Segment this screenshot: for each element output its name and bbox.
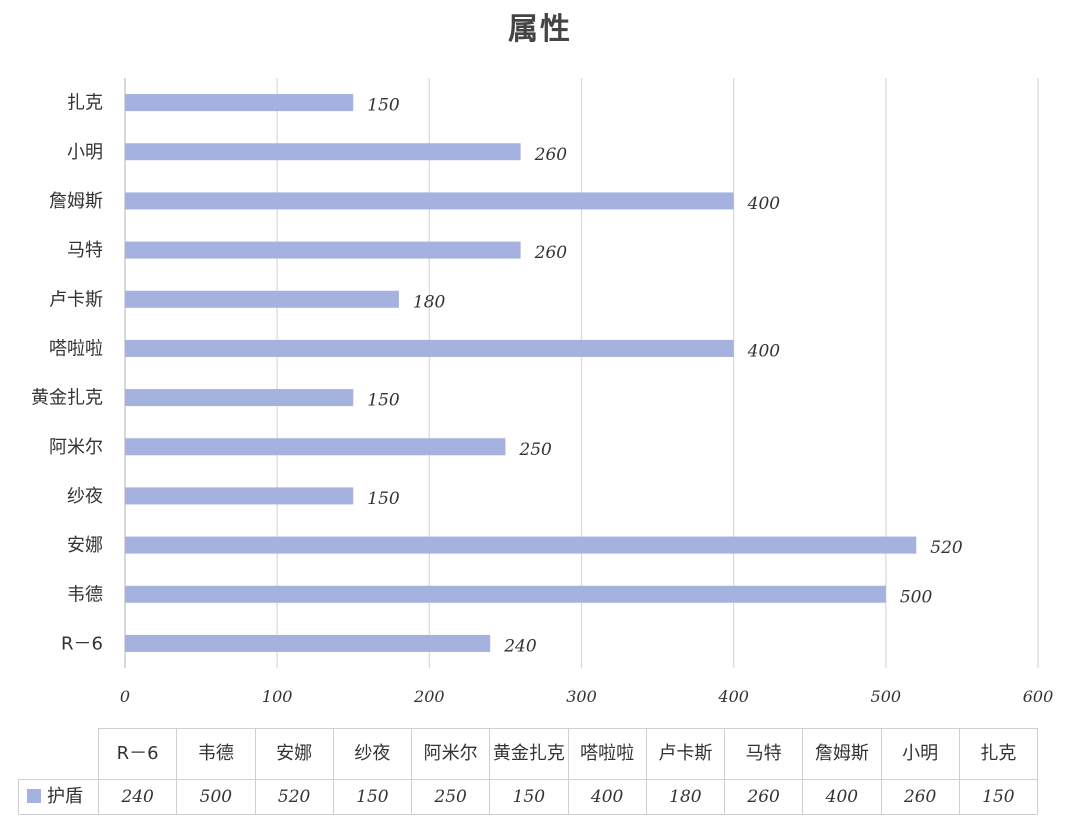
- table-category-cell: 安娜: [254, 728, 334, 780]
- data-label: 150: [367, 96, 400, 116]
- table-value-cell: 150: [958, 779, 1039, 815]
- bars: [125, 94, 917, 652]
- data-label: 500: [900, 587, 933, 607]
- table-category-cell: 韦德: [176, 728, 256, 780]
- table-value-cell: 520: [254, 779, 334, 815]
- data-label: 400: [747, 194, 781, 214]
- gridlines: [124, 78, 1039, 668]
- y-category-label: 小明: [67, 142, 103, 163]
- table-category-cell: R－6: [97, 728, 178, 780]
- y-category-label: 詹姆斯: [49, 191, 103, 212]
- y-category-label: 马特: [67, 240, 103, 261]
- table-category-cell: 嗒啦啦: [567, 728, 647, 780]
- x-tick-label: 0: [120, 687, 130, 706]
- data-label: 250: [518, 440, 552, 460]
- bar: [125, 192, 734, 210]
- x-tick-label: 200: [413, 687, 445, 706]
- data-label: 260: [534, 243, 568, 263]
- x-tick-label: 300: [566, 687, 597, 706]
- y-category-label: 卢卡斯: [49, 289, 103, 310]
- table-value-cell: 150: [489, 779, 569, 815]
- x-tick-label: 600: [1023, 687, 1054, 706]
- data-label: 150: [367, 489, 400, 509]
- x-tick-label: 400: [717, 687, 749, 706]
- table-category-cell: 纱夜: [332, 728, 413, 780]
- y-category-label: R－6: [61, 633, 103, 654]
- data-table-header-row: R－6 韦德 安娜 纱夜 阿米尔 黄金扎克 嗒啦啦 卢卡斯 马特 詹姆斯 小明 扎克: [18, 728, 1039, 780]
- data-label: 520: [930, 538, 963, 558]
- data-table-series-row: 护盾 240 500 520 150 250 150 400 180 260 400 260 150: [18, 779, 1039, 815]
- bar: [125, 143, 521, 161]
- y-category-label: 嗒啦啦: [49, 338, 103, 359]
- table-value-cell: 180: [645, 779, 726, 815]
- y-category-label: 阿米尔: [49, 437, 103, 458]
- table-value-cell: 250: [410, 779, 491, 815]
- chart-title: 属性: [508, 12, 572, 47]
- x-tick-label: 100: [262, 687, 293, 706]
- table-value-cell: 240: [97, 779, 178, 815]
- table-value-cell: 400: [567, 779, 647, 815]
- table-category-cell: 詹姆斯: [802, 728, 882, 780]
- y-category-label: 扎克: [67, 93, 103, 114]
- data-label: 150: [367, 391, 400, 411]
- table-category-cell: 黄金扎克: [489, 728, 569, 780]
- bar: [125, 487, 354, 505]
- labels: 0 100 200 300 400 500 600 R－6 240 韦德 500 安娜 520 纱夜 150…: [31, 93, 1053, 706]
- bar: [125, 634, 491, 652]
- data-table: R－6 韦德 安娜 纱夜 阿米尔 黄金扎克 嗒啦啦 卢卡斯 马特 詹姆斯 小明 扎克 护盾 240 50…: [18, 728, 1039, 815]
- bar: [125, 585, 886, 603]
- y-category-label: 纱夜: [67, 486, 103, 507]
- y-category-label: 安娜: [67, 535, 103, 556]
- data-label: 400: [747, 341, 781, 361]
- table-value-cell: 150: [332, 779, 413, 815]
- bar: [125, 339, 734, 357]
- table-value-cell: 260: [880, 779, 960, 815]
- table-category-cell: 扎克: [958, 728, 1039, 780]
- bar-chart: 0 100 200 300 400 500 600 R－6 240 韦德 500 安娜 520 纱夜 150…: [31, 78, 1053, 706]
- data-label: 180: [413, 292, 446, 312]
- legend-label: 护盾: [47, 786, 83, 807]
- x-tick-label: 500: [871, 687, 902, 706]
- data-table-corner: [18, 728, 99, 780]
- bar: [125, 94, 354, 112]
- data-label: 240: [503, 636, 537, 656]
- table-category-cell: 小明: [880, 728, 960, 780]
- table-value-cell: 260: [723, 779, 804, 815]
- legend-swatch: [27, 789, 41, 803]
- bar: [125, 536, 917, 554]
- y-category-label: 韦德: [67, 584, 103, 605]
- table-value-cell: 500: [176, 779, 256, 815]
- data-label: 260: [534, 145, 568, 165]
- bar: [125, 438, 506, 456]
- table-category-cell: 阿米尔: [410, 728, 491, 780]
- table-value-cell: 400: [802, 779, 882, 815]
- bar: [125, 241, 521, 259]
- table-category-cell: 马特: [723, 728, 804, 780]
- bar: [125, 389, 354, 407]
- table-category-cell: 卢卡斯: [645, 728, 726, 780]
- legend-entry: 护盾: [18, 779, 99, 815]
- bar: [125, 290, 399, 308]
- y-category-label: 黄金扎克: [31, 388, 103, 409]
